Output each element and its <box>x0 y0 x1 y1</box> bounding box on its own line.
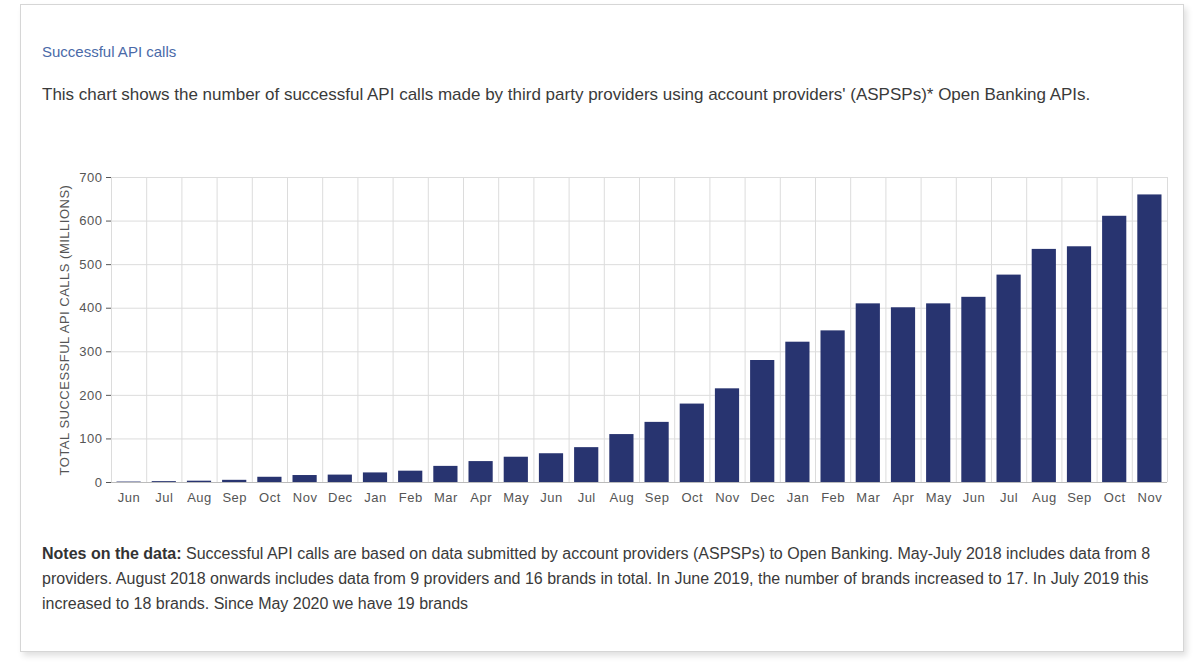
svg-text:Mar: Mar <box>434 490 458 505</box>
svg-text:Apr: Apr <box>893 490 915 505</box>
svg-text:May: May <box>503 490 529 505</box>
svg-text:Sep: Sep <box>222 490 247 505</box>
svg-text:Sep: Sep <box>645 490 670 505</box>
svg-text:Apr: Apr <box>470 490 492 505</box>
svg-text:Jun: Jun <box>540 490 562 505</box>
svg-text:Oct: Oct <box>1104 490 1126 505</box>
svg-text:Jun: Jun <box>118 490 140 505</box>
svg-text:700: 700 <box>79 170 102 185</box>
svg-text:Aug: Aug <box>610 490 635 505</box>
svg-text:Jan: Jan <box>364 490 386 505</box>
svg-text:400: 400 <box>79 300 102 315</box>
html-text:This chart shows the number of: This chart shows the number of successfu… <box>42 85 1091 104</box>
svg-text:May: May <box>926 490 952 505</box>
svg-text:500: 500 <box>79 257 102 272</box>
svg-text:Jul: Jul <box>1000 490 1018 505</box>
svg-text:Oct: Oct <box>259 490 281 505</box>
svg-text:Nov: Nov <box>715 490 740 505</box>
svg-text:TOTAL SUCCESSFUL API CALLS (MI: TOTAL SUCCESSFUL API CALLS (MILLIONS) <box>57 185 72 476</box>
svg-text:Feb: Feb <box>399 490 423 505</box>
svg-text:Jul: Jul <box>155 490 173 505</box>
svg-text:Nov: Nov <box>1138 490 1163 505</box>
svg-text:Nov: Nov <box>293 490 318 505</box>
svg-text:Jun: Jun <box>963 490 985 505</box>
html-text:Notes on the data: Successful: Notes on the data: Successful API calls … <box>42 545 1151 612</box>
svg-text:Jul: Jul <box>578 490 596 505</box>
svg-text:Oct: Oct <box>681 490 703 505</box>
svg-text:Mar: Mar <box>856 490 880 505</box>
svg-text:100: 100 <box>79 431 102 446</box>
svg-text:Feb: Feb <box>821 490 845 505</box>
svg-text:Jan: Jan <box>787 490 809 505</box>
svg-text:300: 300 <box>79 344 102 359</box>
svg-text:600: 600 <box>79 213 102 228</box>
svg-text:Dec: Dec <box>328 490 353 505</box>
svg-text:Sep: Sep <box>1067 490 1092 505</box>
svg-text:200: 200 <box>79 388 102 403</box>
svg-text:Dec: Dec <box>750 490 775 505</box>
html-text:Successful API calls: Successful API calls <box>42 43 177 60</box>
svg-text:Aug: Aug <box>1032 490 1057 505</box>
svg-text:Aug: Aug <box>187 490 212 505</box>
svg-text:0: 0 <box>95 475 103 490</box>
